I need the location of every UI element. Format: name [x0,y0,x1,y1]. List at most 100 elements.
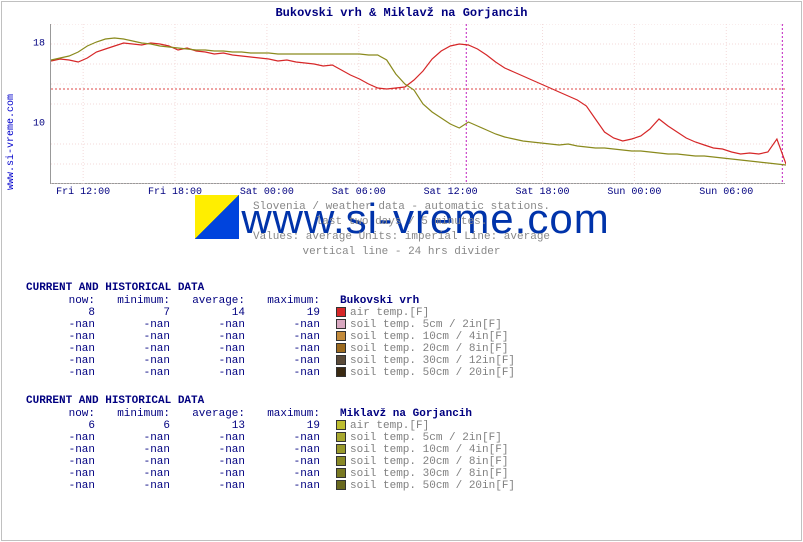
cell-value: 19 [251,307,326,319]
table-header: CURRENT AND HISTORICAL DATA [26,282,515,294]
series-label: soil temp. 20cm / 8in[F] [348,456,515,468]
cell-value: -nan [101,456,176,468]
series-swatch [326,343,348,355]
cell-value: -nan [176,432,251,444]
table-row: 871419air temp.[F] [26,307,515,319]
series-swatch [326,307,348,319]
table-header: CURRENT AND HISTORICAL DATA [26,395,515,407]
col-header: minimum: [101,408,176,420]
cell-value: -nan [101,367,176,379]
cell-value: -nan [176,343,251,355]
cell-value: -nan [176,456,251,468]
series-swatch [326,420,348,432]
cell-value: 14 [176,307,251,319]
cell-value: -nan [101,432,176,444]
x-tick: Sat 00:00 [240,187,294,198]
cell-value: -nan [26,468,101,480]
series-swatch [326,444,348,456]
x-tick: Fri 18:00 [148,187,202,198]
cell-value: -nan [101,444,176,456]
cell-value: -nan [101,480,176,492]
cell-value: -nan [101,319,176,331]
cell-value: -nan [251,367,326,379]
cell-value: -nan [176,444,251,456]
x-tick: Sat 18:00 [516,187,570,198]
y-tick: 10 [33,119,45,130]
series-label: soil temp. 30cm / 8in[F] [348,468,515,480]
x-tick: Sun 00:00 [607,187,661,198]
series-swatch [326,468,348,480]
col-header: maximum: [251,295,326,307]
x-tick: Sun 06:00 [699,187,753,198]
chart-subtext: Slovenia / weather data - automatic stat… [0,200,803,259]
cell-value: -nan [26,331,101,343]
series-swatch [326,331,348,343]
table-row: -nan-nan-nan-nansoil temp. 5cm / 2in[F] [26,432,515,444]
series-label: air temp.[F] [348,420,515,432]
cell-value: -nan [26,456,101,468]
table-row: -nan-nan-nan-nansoil temp. 50cm / 20in[F… [26,480,515,492]
cell-value: -nan [176,468,251,480]
cell-value: -nan [26,355,101,367]
cell-value: -nan [251,432,326,444]
series-label: soil temp. 20cm / 8in[F] [348,343,515,355]
table-row: -nan-nan-nan-nansoil temp. 10cm / 4in[F] [26,331,515,343]
cell-value: -nan [251,456,326,468]
cell-value: -nan [251,331,326,343]
series-swatch [326,456,348,468]
x-tick: Sat 06:00 [332,187,386,198]
series-label: soil temp. 50cm / 20in[F] [348,480,515,492]
series-label: soil temp. 5cm / 2in[F] [348,319,515,331]
series-swatch [326,319,348,331]
cell-value: -nan [26,343,101,355]
table-row: -nan-nan-nan-nansoil temp. 30cm / 12in[F… [26,355,515,367]
cell-value: -nan [101,468,176,480]
source-link[interactable]: www.si-vreme.com [6,94,17,190]
cell-value: -nan [26,444,101,456]
cell-value: -nan [251,444,326,456]
series-label: air temp.[F] [348,307,515,319]
series-swatch [326,480,348,492]
series-swatch [326,432,348,444]
x-tick: Sat 12:00 [424,187,478,198]
cell-value: 6 [101,420,176,432]
table-row: -nan-nan-nan-nansoil temp. 5cm / 2in[F] [26,319,515,331]
cell-value: -nan [251,480,326,492]
cell-value: -nan [251,355,326,367]
series-label: soil temp. 10cm / 4in[F] [348,331,515,343]
col-header: maximum: [251,408,326,420]
x-tick: Fri 12:00 [56,187,110,198]
table-row: 661319air temp.[F] [26,420,515,432]
table-row: -nan-nan-nan-nansoil temp. 10cm / 4in[F] [26,444,515,456]
cell-value: -nan [176,480,251,492]
data-table: now:minimum:average:maximum:Miklavž na G… [26,408,515,492]
cell-value: -nan [101,343,176,355]
chart-title: Bukovski vrh & Miklavž na Gorjancih [0,6,803,20]
cell-value: 19 [251,420,326,432]
cell-value: -nan [251,319,326,331]
cell-value: -nan [176,319,251,331]
table-row: -nan-nan-nan-nansoil temp. 20cm / 8in[F] [26,456,515,468]
cell-value: -nan [26,367,101,379]
series-label: soil temp. 10cm / 4in[F] [348,444,515,456]
cell-value: -nan [176,355,251,367]
cell-value: -nan [101,331,176,343]
col-header: average: [176,295,251,307]
station-name: Miklavž na Gorjancih [326,408,515,420]
data-table: now:minimum:average:maximum:Bukovski vrh… [26,295,515,379]
table-row: -nan-nan-nan-nansoil temp. 30cm / 8in[F] [26,468,515,480]
cell-value: -nan [26,319,101,331]
col-header: minimum: [101,295,176,307]
chart-plot: 1018Fri 12:00Fri 18:00Sat 00:00Sat 06:00… [50,24,785,184]
station-name: Bukovski vrh [326,295,515,307]
series-swatch [326,355,348,367]
series-label: soil temp. 30cm / 12in[F] [348,355,515,367]
y-tick: 18 [33,39,45,50]
col-header: now: [26,408,101,420]
cell-value: 6 [26,420,101,432]
cell-value: -nan [251,468,326,480]
cell-value: -nan [101,355,176,367]
cell-value: -nan [176,331,251,343]
col-header: average: [176,408,251,420]
cell-value: -nan [251,343,326,355]
